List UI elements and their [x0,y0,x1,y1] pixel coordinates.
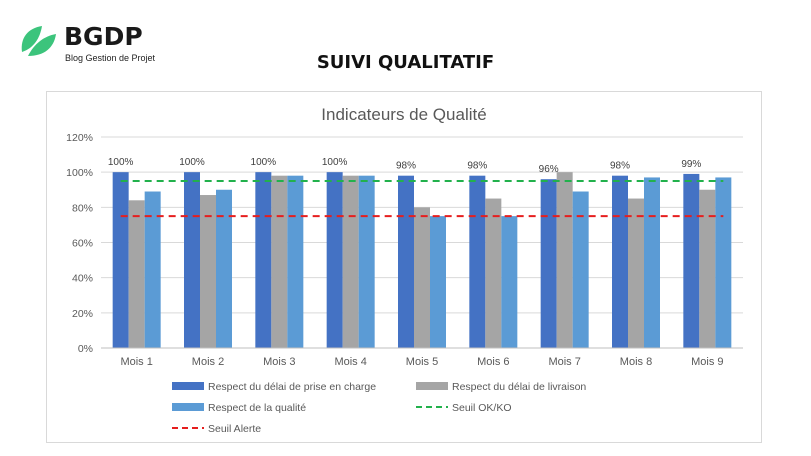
data-label: 98% [396,161,416,172]
bar [612,175,628,348]
quality-chart: Indicateurs de Qualité 0% 20% 40% 60% 80% 100%… [66,105,743,435]
bar [216,189,232,348]
data-label: 96% [539,164,559,175]
legend-label: Respect de la qualité [208,402,306,414]
chart-container: Indicateurs de Qualité 0% 20% 40% 60% 80% 100%… [46,91,762,443]
legend-label: Respect du délai de livraison [452,381,586,393]
bar [112,172,129,348]
logo-name: BGDP [64,22,143,51]
page-title: SUIVI QUALITATIF [316,52,495,73]
bar [628,198,644,348]
bar [144,191,161,348]
y-tick-label: 60% [72,238,93,250]
logo-tagline: Blog Gestion de Projet [65,53,156,63]
x-tick-label: Mois 4 [334,356,366,368]
bar [255,172,272,348]
y-tick-label: 20% [72,308,93,320]
x-tick-label: Mois 8 [620,356,652,368]
x-tick-label: Mois 2 [192,356,224,368]
bar [715,177,732,348]
y-tick-label: 100% [66,167,93,179]
bar [572,191,589,348]
bar [271,175,288,348]
legend-swatch [416,382,448,390]
bar [540,179,557,348]
y-tick-label: 80% [72,202,93,214]
bar [414,207,430,348]
bar [358,175,375,348]
bar [430,216,446,348]
bar [128,200,145,348]
data-label: 98% [467,161,487,172]
bar [287,175,304,348]
bar [398,175,414,348]
y-tick-label: 0% [78,343,93,355]
x-tick-label: Mois 6 [477,356,509,368]
x-tick-label: Mois 7 [548,356,580,368]
bar [699,189,716,348]
brand-logo: BGDP Blog Gestion de Projet [18,22,168,66]
legend-label: Seuil OK/KO [452,402,512,414]
bar [342,175,359,348]
legend-label: Seuil Alerte [208,423,261,435]
bar [326,172,343,348]
bar [200,195,216,348]
bar [644,177,660,348]
data-label: 100% [322,157,348,168]
legend-label: Respect du délai de prise en charge [208,381,376,393]
bar [556,172,573,348]
x-tick-label: Mois 3 [263,356,295,368]
chart-title: Indicateurs de Qualité [321,105,486,124]
y-tick-label: 120% [66,132,93,144]
bar [485,198,502,348]
bar [501,216,518,348]
data-label: 100% [179,157,205,168]
y-tick-label: 40% [72,273,93,285]
x-tick-label: Mois 1 [120,356,152,368]
bar [184,172,200,348]
legend-swatch [172,403,204,411]
bar [683,173,700,348]
data-label: 98% [610,161,630,172]
data-label: 99% [681,159,701,170]
x-tick-label: Mois 9 [691,356,723,368]
legend-swatch [172,382,204,390]
data-label: 100% [108,157,134,168]
bar [469,175,486,348]
x-tick-label: Mois 5 [406,356,438,368]
leaf-logo-icon [21,26,56,56]
data-label: 100% [251,157,277,168]
